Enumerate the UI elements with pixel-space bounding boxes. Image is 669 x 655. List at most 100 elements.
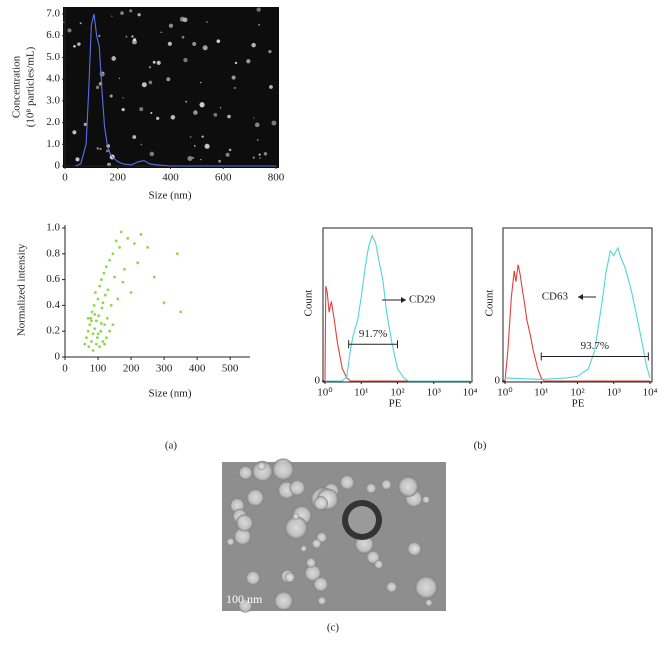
scatter-point [111,252,115,256]
particle [166,77,171,82]
particle [200,81,202,84]
x-tick-label: 10³ [427,387,442,399]
particle [254,122,260,128]
scatter-point [103,323,107,327]
scatter-point [99,322,103,325]
particle [79,22,82,25]
particle [150,111,153,115]
scatter-point [101,340,105,343]
scatter-point [104,336,108,340]
particle [73,44,76,48]
scatter-point [97,314,101,318]
scatter-point [102,271,106,275]
x-tick-label: 800 [268,172,285,184]
scatter-point [113,275,116,279]
particle [72,130,77,135]
scatter-point [109,304,113,307]
particle [132,135,137,139]
vesicle [257,461,266,471]
scatter-point [114,239,118,243]
particle [137,13,141,17]
y-tick-label: 1.0 [46,138,60,150]
x-tick-label: 600 [215,172,232,184]
scatter-point [89,316,93,320]
data-line [504,264,650,382]
particle [213,112,218,117]
scatter-point [93,327,97,331]
scatter-point [103,293,107,297]
particle [200,158,202,161]
scatter-point [136,261,140,265]
vesicle [414,575,438,600]
vesicle [292,513,300,520]
scatter-point [119,230,123,234]
x-tick-label: 10³ [607,387,622,399]
vesicle [407,541,422,556]
plot-background [63,7,279,168]
scatter-point [104,265,108,269]
particle [192,41,197,46]
x-tick-label: 10² [390,387,405,399]
particle [111,56,117,61]
vesicle [313,576,329,592]
gate-label: 91.7% [359,328,387,340]
scatter-point [98,284,102,288]
particle [83,122,87,127]
particle [201,135,204,138]
scatter-point [108,329,111,333]
scatter-point [98,345,102,349]
y-tick-label: 0.2 [46,325,60,337]
scatter-point [91,332,95,336]
x-axis-label: PE [572,398,585,410]
particle [192,156,195,159]
y-tick-label: 0 [495,375,501,387]
scatter-point [85,336,88,340]
scatter-point [86,329,90,333]
particle [258,24,260,26]
vesicle [311,538,322,549]
x-tick-label: 400 [189,363,206,375]
x-tick-label: 10¹ [354,387,368,399]
scatter-point [83,342,87,346]
scatter-point [99,278,103,281]
particle [189,136,192,138]
x-tick-label: 10¹ [534,387,548,399]
vesicle [313,496,328,511]
particle [252,156,255,159]
y-tick-label: 0 [55,351,61,363]
particle [269,85,273,89]
scatter-point [129,291,133,294]
y-tick-label: 6.0 [46,29,60,41]
x-axis-label: Size (nm) [148,388,191,400]
vesicle [386,581,398,593]
particle [181,35,185,39]
particle [168,23,174,28]
scatter-point [100,306,104,310]
vesicle [348,506,376,534]
particle [193,145,196,147]
particle [170,115,176,120]
particle [251,42,256,48]
particle [268,50,272,54]
particle [233,86,236,90]
x-tick-label: 300 [156,363,173,375]
particle [118,77,121,80]
particle [258,153,261,156]
scatter-point [87,345,91,349]
x-tick-label: 200 [123,363,140,375]
y-tick-label: 0.8 [46,247,60,259]
y-tick-label: 1.0 [46,222,60,234]
y-axis-label: Count [484,290,496,317]
vesicle [284,572,296,583]
particle [234,61,238,65]
scatter-point [126,236,130,240]
particle [199,102,205,108]
scatter-point [93,313,97,316]
y-tick-label: 0.6 [46,273,60,285]
scatter-point [108,258,111,262]
particle [125,35,128,38]
y-tick-label: 0 [55,160,61,172]
y-tick-label: 3.0 [46,94,60,106]
particle [63,21,65,23]
vesicle [425,599,433,607]
